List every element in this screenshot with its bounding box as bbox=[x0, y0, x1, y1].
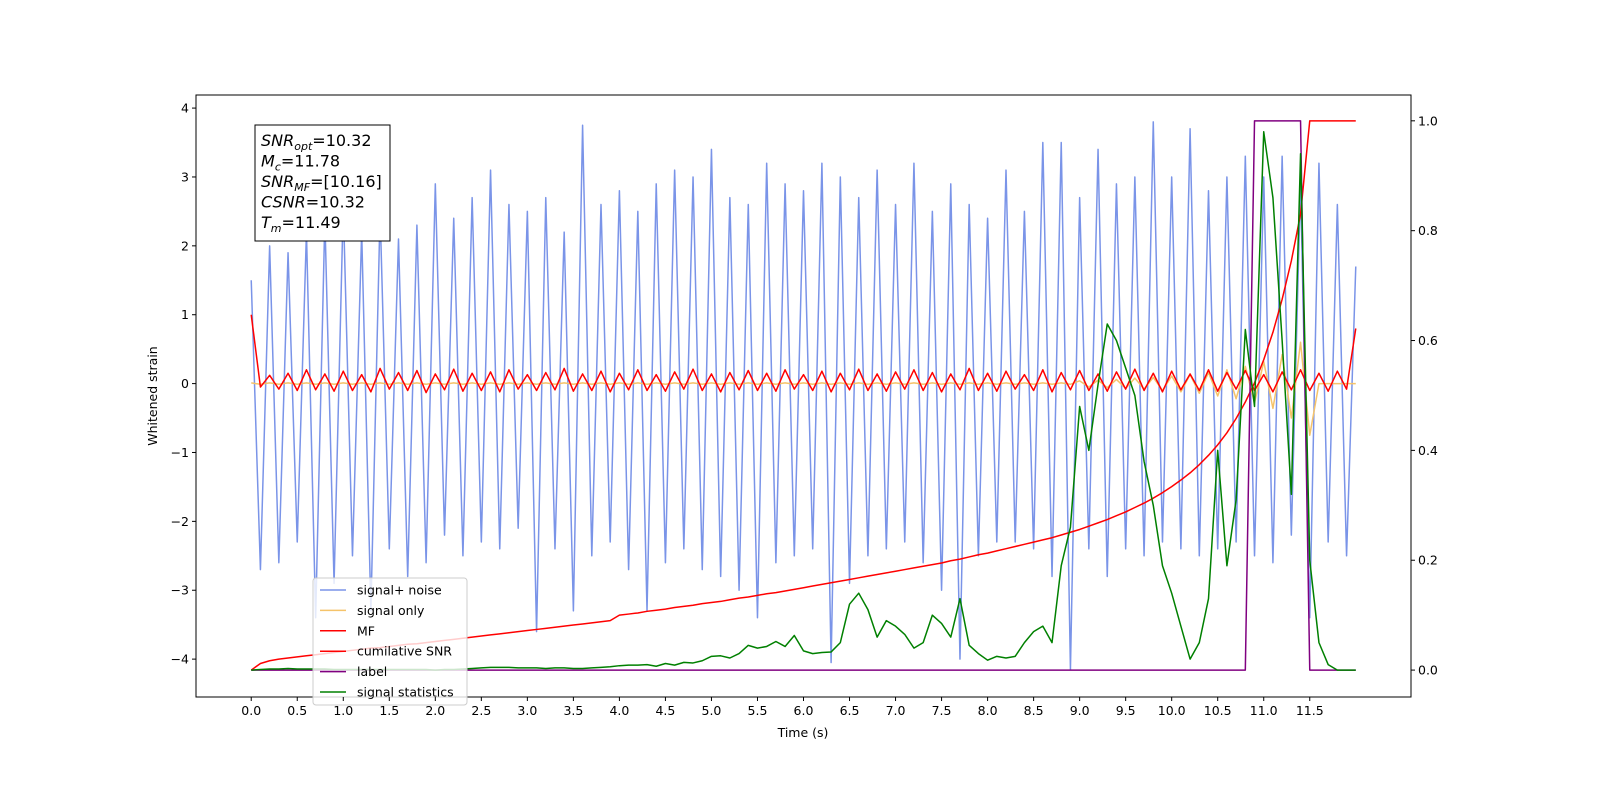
legend-label: label bbox=[357, 664, 387, 679]
x-tick-label: 9.5 bbox=[1116, 703, 1136, 718]
annotation-text: =11.49 bbox=[282, 213, 341, 232]
y2-tick-label: 0.4 bbox=[1418, 443, 1438, 458]
y2-tick-label: 1.0 bbox=[1418, 113, 1438, 128]
x-tick-label: 7.0 bbox=[886, 703, 906, 718]
annotations: SNRopt=10.32Mc=11.78SNRMF=[10.16]CSNR=10… bbox=[261, 131, 382, 235]
legend-entries: signal+ noise signal only MF cumilative SNR… bbox=[320, 583, 454, 700]
x-tick-label: 10.0 bbox=[1158, 703, 1186, 718]
annotation-box bbox=[254, 124, 391, 242]
x-tick-label: 5.5 bbox=[748, 703, 768, 718]
legend-label: cumilative SNR bbox=[357, 644, 452, 659]
annotation-subscript: c bbox=[275, 161, 281, 174]
y-tick-label: 0 bbox=[181, 376, 189, 391]
annotation-symbol: SNR bbox=[261, 172, 294, 191]
annotation: Tm=11.49 bbox=[261, 213, 341, 235]
x-axis-label: Time (s) bbox=[777, 725, 829, 740]
legend-label: signal statistics bbox=[357, 685, 454, 700]
x-tick-label: 8.0 bbox=[978, 703, 998, 718]
x-tick-label: 0.5 bbox=[287, 703, 307, 718]
y-axis-label: Whitened strain bbox=[145, 346, 160, 445]
annotation-text: =10.32 bbox=[312, 131, 371, 150]
x-tick-label: 3.5 bbox=[563, 703, 583, 718]
legend-label: signal only bbox=[357, 603, 425, 618]
annotation-symbol: T bbox=[261, 213, 272, 232]
x-tick-label: 6.5 bbox=[840, 703, 860, 718]
x-tick-label: 3.0 bbox=[517, 703, 537, 718]
y-tick-label: 2 bbox=[181, 238, 189, 253]
x-tick-label: 1.0 bbox=[333, 703, 353, 718]
x-tick-label: 4.0 bbox=[609, 703, 629, 718]
annotation-symbol: SNR bbox=[261, 131, 294, 150]
y-tick-label: 1 bbox=[181, 307, 189, 322]
annotation-text: =11.78 bbox=[281, 152, 340, 171]
annotation-subscript: m bbox=[271, 222, 282, 235]
y-tick-label: −2 bbox=[171, 514, 189, 529]
series-line bbox=[250, 121, 1357, 671]
y-tick-label: −4 bbox=[171, 652, 189, 667]
x-tick-label: 6.0 bbox=[794, 703, 814, 718]
annotation-symbol: M bbox=[261, 152, 275, 171]
series-line bbox=[250, 314, 1357, 394]
x-tick-label: 11.5 bbox=[1296, 703, 1324, 718]
y2-tick-label: 0.0 bbox=[1418, 663, 1438, 678]
series-line bbox=[251, 341, 1356, 437]
y2-tick-label: 0.8 bbox=[1418, 223, 1438, 238]
annotation: SNRopt=10.32 bbox=[261, 131, 372, 153]
x-tick-label: 2.0 bbox=[425, 703, 445, 718]
legend bbox=[312, 577, 468, 706]
x-tick-label: 1.5 bbox=[379, 703, 399, 718]
legend-label: signal+ noise bbox=[357, 583, 442, 598]
annotation: CSNR=10.32 bbox=[261, 193, 365, 212]
y-tick-label: 4 bbox=[181, 101, 189, 116]
annotation-text: =[10.16] bbox=[310, 172, 382, 191]
x-tick-label: 8.5 bbox=[1024, 703, 1044, 718]
y2-tick-label: 0.6 bbox=[1418, 333, 1438, 348]
x-tick-label: 11.0 bbox=[1250, 703, 1278, 718]
y-tick-label: −1 bbox=[171, 445, 189, 460]
legend-label: MF bbox=[357, 623, 375, 638]
x-tick-label: 5.0 bbox=[702, 703, 722, 718]
annotation: Mc=11.78 bbox=[261, 152, 340, 174]
y-tick-label: 3 bbox=[181, 169, 189, 184]
y-tick-label: −3 bbox=[171, 583, 189, 598]
annotation-text: =10.32 bbox=[306, 193, 365, 212]
x-tick-label: 4.5 bbox=[655, 703, 675, 718]
x-tick-label: 7.5 bbox=[932, 703, 952, 718]
annotation-subscript: opt bbox=[294, 140, 313, 153]
annotation-subscript: MF bbox=[294, 181, 310, 194]
y2-tick-label: 0.2 bbox=[1418, 553, 1438, 568]
x-tick-label: 9.0 bbox=[1070, 703, 1090, 718]
x-tick-label: 2.5 bbox=[471, 703, 491, 718]
annotation: SNRMF=[10.16] bbox=[261, 172, 382, 194]
x-tick-label: 10.5 bbox=[1204, 703, 1232, 718]
annotation-symbol: CSNR bbox=[261, 193, 306, 212]
x-tick-label: 0.0 bbox=[241, 703, 261, 718]
